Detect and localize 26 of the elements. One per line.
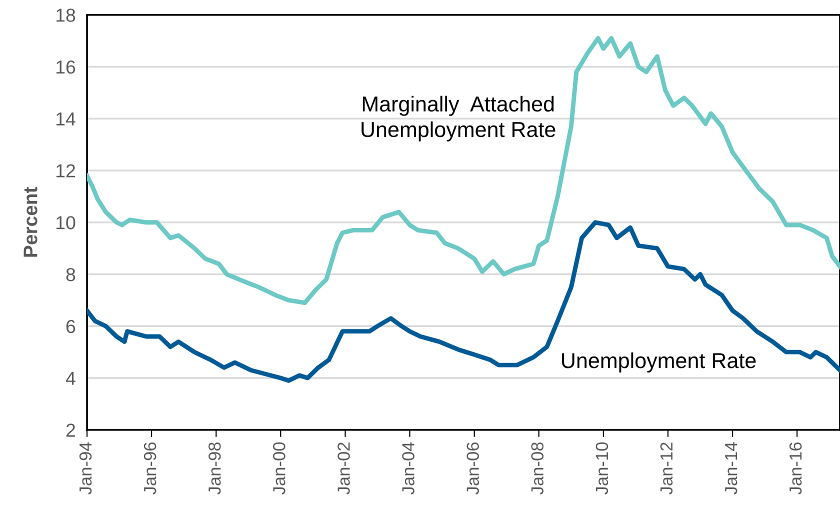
series-label: Unemployment Rate [562, 352, 756, 372]
x-tick-label: Jan-98 [208, 442, 221, 495]
x-tick-label: Jan-12 [660, 442, 673, 495]
x-tick-label: Jan-14 [725, 442, 738, 495]
x-tick-label: Jan-08 [531, 442, 544, 495]
x-tick-label: Jan-00 [273, 442, 286, 495]
y-tick-label: 10 [56, 216, 76, 230]
series-label: Marginally Attached Unemployment Rate [362, 96, 556, 142]
y-tick-label: 4 [66, 372, 76, 385]
y-tick-label: 14 [56, 112, 76, 126]
y-tick-label: 2 [66, 424, 75, 437]
line-series [87, 220, 840, 383]
y-axis-title: Percent [24, 186, 38, 257]
x-tick-label: Jan-96 [144, 442, 156, 495]
x-tick-label: Jan-94 [79, 442, 92, 495]
y-tick-label: 16 [56, 60, 76, 74]
y-tick-label: 18 [56, 8, 76, 22]
x-tick-label: Jan-16 [789, 442, 802, 495]
y-tick-label: 8 [66, 268, 76, 282]
line-series [87, 36, 840, 306]
x-tick-label: Jan-06 [466, 442, 479, 495]
y-tick-label: 12 [56, 164, 75, 178]
x-tick-label: Jan-10 [596, 442, 608, 495]
x-tick-label: Jan-04 [402, 442, 414, 495]
y-tick-label: 6 [66, 320, 76, 334]
x-tick-label: Jan-02 [338, 442, 350, 495]
